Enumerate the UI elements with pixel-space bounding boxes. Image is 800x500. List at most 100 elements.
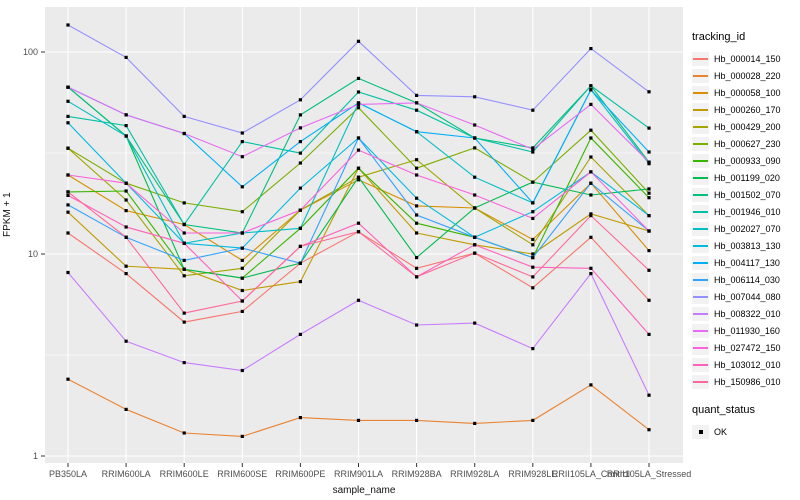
data-point [589, 193, 593, 197]
data-point [473, 421, 477, 425]
legend-entry-label: Hb_000014_150 [714, 53, 781, 64]
data-point [240, 299, 244, 303]
data-point [415, 266, 419, 270]
legend-entry-label: Hb_011930_160 [714, 325, 780, 336]
data-point [647, 393, 651, 397]
legend-line-icon [693, 363, 708, 366]
data-point [531, 201, 535, 205]
data-point [124, 407, 128, 411]
data-point [66, 99, 70, 103]
data-point [182, 231, 186, 235]
data-point [415, 256, 419, 260]
data-point [647, 332, 651, 336]
data-point [589, 102, 593, 106]
data-point [415, 221, 419, 225]
legend-key-swatch [692, 204, 709, 219]
data-point [356, 175, 361, 179]
data-point [182, 361, 186, 365]
data-point [356, 148, 361, 152]
data-point [589, 155, 593, 159]
data-point [647, 90, 651, 94]
legend-entry-label: Hb_000260_170 [714, 104, 781, 115]
data-point [647, 428, 651, 432]
data-point [647, 214, 651, 218]
legend-entry-label: Hb_000627_230 [714, 138, 781, 149]
legend-key-swatch [692, 187, 709, 202]
data-point [589, 136, 593, 140]
data-point [66, 190, 70, 194]
legend-entry: Hb_008322_010 [692, 305, 798, 322]
data-point [124, 113, 128, 117]
data-point [124, 225, 128, 229]
data-point [589, 170, 593, 174]
data-point [589, 212, 593, 216]
data-point [589, 272, 593, 276]
x-tick-label: RRIM928LE [508, 469, 557, 479]
legend-entry-label: Hb_001946_010 [714, 206, 781, 217]
data-point [589, 84, 593, 88]
data-point [647, 298, 651, 302]
data-point [298, 161, 302, 165]
data-point [66, 173, 70, 177]
data-point [531, 150, 535, 154]
data-point [415, 231, 419, 235]
legend-line-icon [693, 125, 708, 128]
x-tick-label: RRIM600LE [160, 469, 209, 479]
data-point [473, 206, 477, 210]
data-point [182, 201, 186, 205]
data-point [415, 275, 419, 279]
data-point [415, 196, 419, 200]
data-point [415, 158, 419, 162]
data-point [298, 126, 302, 130]
data-point [240, 140, 244, 144]
data-point [473, 146, 477, 150]
x-tick-label: RRIM600LA [102, 469, 151, 479]
legend-entry: Hb_001502_070 [692, 186, 798, 203]
data-point [473, 136, 477, 140]
legend-line-icon [693, 159, 708, 162]
data-point [240, 210, 244, 214]
data-point [124, 124, 128, 128]
data-point [240, 131, 244, 135]
legend-entry-label: Hb_003813_130 [714, 240, 781, 251]
data-point [531, 237, 535, 242]
y-axis-title: FPKM + 1 [2, 192, 13, 237]
data-point [356, 298, 361, 302]
data-point [356, 418, 361, 422]
legend-line-icon [693, 57, 708, 60]
legend-key-swatch [692, 221, 709, 236]
legend-key-swatch [692, 136, 709, 151]
data-point [531, 286, 535, 290]
legend-key-swatch [692, 238, 709, 253]
data-point [240, 276, 244, 280]
legend-line-icon [693, 261, 708, 264]
data-point [182, 131, 186, 136]
data-point [240, 246, 244, 250]
data-point [356, 136, 361, 140]
data-point [473, 235, 477, 239]
legend-key-swatch [692, 306, 709, 321]
data-point [647, 160, 651, 164]
data-point [240, 368, 244, 373]
data-point [298, 332, 302, 336]
data-point [589, 88, 593, 92]
data-point [531, 180, 535, 184]
data-point [415, 166, 419, 170]
legend-line-icon [693, 380, 708, 383]
legend-key-swatch [692, 119, 709, 134]
data-point [66, 210, 70, 214]
data-point [647, 229, 651, 233]
data-point [356, 178, 361, 182]
data-point [124, 189, 128, 193]
data-point [124, 272, 128, 276]
data-point [182, 222, 186, 227]
data-point [298, 208, 302, 212]
legend-key-swatch [692, 374, 709, 389]
legend-line-icon [693, 346, 708, 349]
data-point [356, 102, 361, 106]
data-point [589, 214, 593, 218]
x-tick-label: RRIM901LA [334, 469, 383, 479]
data-point [240, 258, 244, 262]
data-point [473, 175, 477, 179]
